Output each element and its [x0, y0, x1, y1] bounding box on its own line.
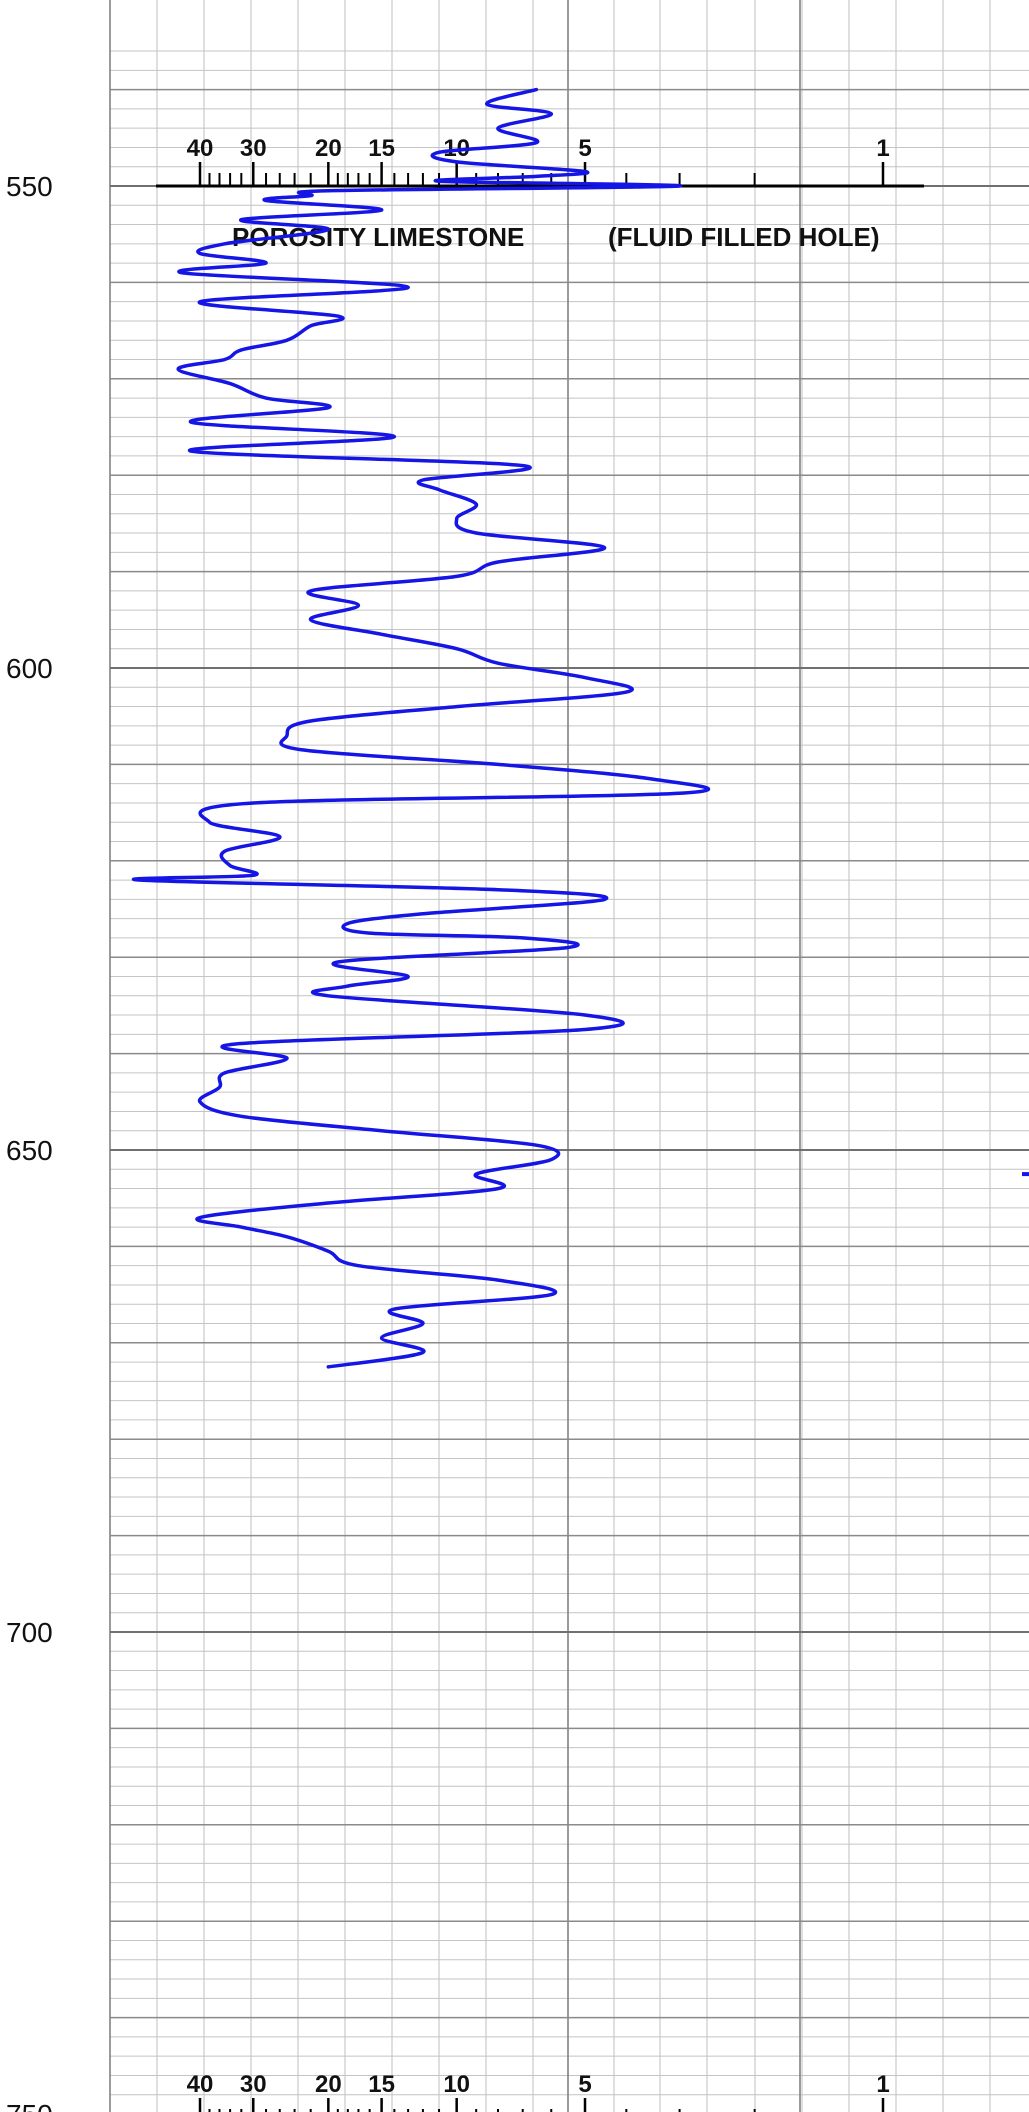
- scale-label-1: 1: [876, 135, 889, 162]
- annotations: POROSITY LIMESTONE (FLUID FILLED HOLE): [232, 222, 880, 252]
- scale-label-1: 1: [876, 2071, 889, 2098]
- scale-label-15: 15: [368, 135, 395, 162]
- scale-label-10: 10: [443, 2071, 470, 2098]
- porosity-curve: [131, 87, 1029, 1369]
- depth-label-650: 650: [6, 1135, 53, 1166]
- scale-label-20: 20: [315, 2071, 342, 2098]
- scale-label-15: 15: [368, 2071, 395, 2098]
- depth-labels: 550 600 650 700 750: [6, 171, 53, 2112]
- depth-label-750: 750: [6, 2099, 53, 2112]
- porosity-series-line: [131, 87, 711, 1369]
- scale-label-5: 5: [578, 135, 591, 162]
- porosity-scale-bottom: 40 30 20 15 10 5 1: [187, 2071, 890, 2112]
- depth-label-600: 600: [6, 653, 53, 684]
- depth-label-550: 550: [6, 171, 53, 202]
- annotation-fluid-filled-hole: (FLUID FILLED HOLE): [608, 222, 880, 252]
- porosity-scale-top: 40 30 20 15 10 5 1: [156, 135, 924, 188]
- major-grid: [109, 0, 1029, 2112]
- scale-label-30: 30: [240, 135, 267, 162]
- scale-label-40: 40: [187, 2071, 214, 2098]
- depth-label-700: 700: [6, 1617, 53, 1648]
- minor-grid: [110, 0, 1029, 2112]
- scale-label-5: 5: [578, 2071, 591, 2098]
- scale-label-30: 30: [240, 2071, 267, 2098]
- porosity-scales: 40 30 20 15 10 5 140 30 20 15 10 5 1: [156, 135, 924, 2112]
- scale-label-40: 40: [187, 135, 214, 162]
- scale-label-20: 20: [315, 135, 342, 162]
